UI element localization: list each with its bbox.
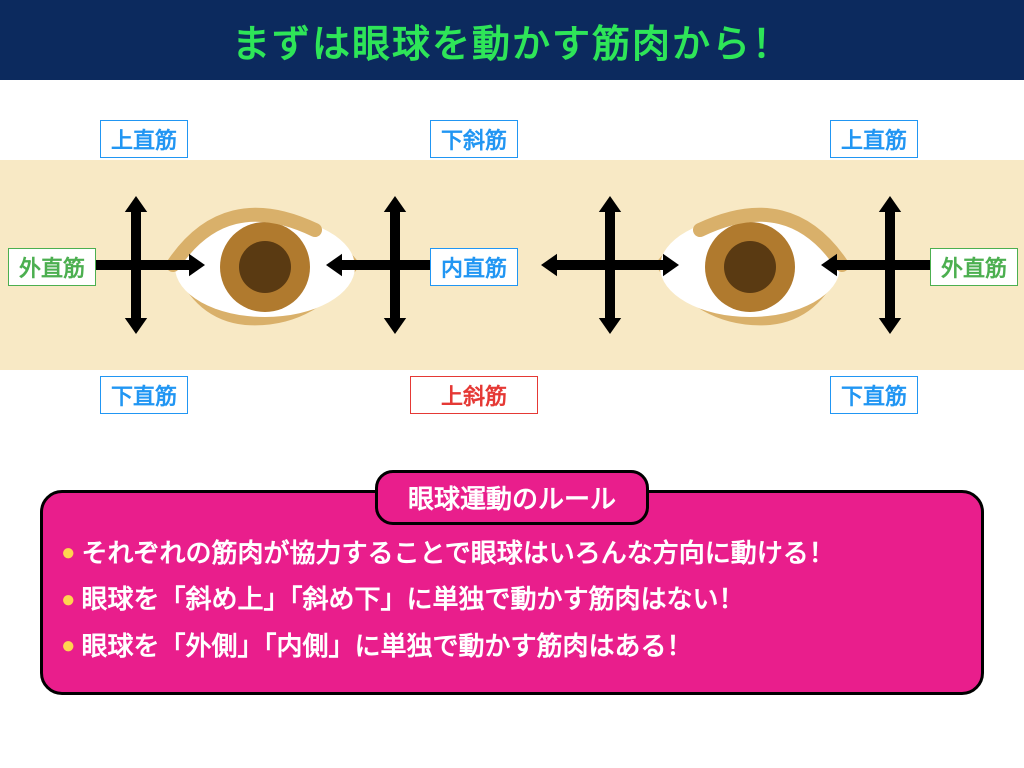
muscle-label: 下斜筋 <box>430 120 518 158</box>
rules-section: 眼球運動のルール ●それぞれの筋肉が協力することで眼球はいろんな方向に動ける！●… <box>40 490 984 695</box>
muscle-label: 内直筋 <box>430 248 518 286</box>
muscle-label: 外直筋 <box>8 248 96 286</box>
bullet-icon: ● <box>61 629 76 663</box>
rules-title: 眼球運動のルール <box>375 470 649 525</box>
rule-text: それぞれの筋肉が協力することで眼球はいろんな方向に動ける！ <box>82 535 835 571</box>
rule-item: ●眼球を「斜め上」「斜め下」に単独で動かす筋肉はない！ <box>61 581 963 617</box>
muscle-label: 上直筋 <box>830 120 918 158</box>
muscle-label: 下直筋 <box>100 376 188 414</box>
eye-muscle-diagram: 上直筋下斜筋上直筋外直筋内直筋外直筋下直筋上斜筋下直筋 <box>0 120 1024 410</box>
eye-icon <box>650 195 850 335</box>
muscle-label: 下直筋 <box>830 376 918 414</box>
muscle-label: 上斜筋 <box>410 376 538 414</box>
bullet-icon: ● <box>61 536 76 570</box>
page-title: まずは眼球を動かす筋肉から！ <box>232 13 792 68</box>
muscle-label: 外直筋 <box>930 248 1018 286</box>
rule-item: ●眼球を「外側」「内側」に単独で動かす筋肉はある！ <box>61 628 963 664</box>
muscle-label: 上直筋 <box>100 120 188 158</box>
rule-item: ●それぞれの筋肉が協力することで眼球はいろんな方向に動ける！ <box>61 535 963 571</box>
rule-text: 眼球を「斜め上」「斜め下」に単独で動かす筋肉はない！ <box>82 581 745 617</box>
rule-text: 眼球を「外側」「内側」に単独で動かす筋肉はある！ <box>82 628 693 664</box>
bullet-icon: ● <box>61 583 76 617</box>
title-bar: まずは眼球を動かす筋肉から！ <box>0 0 1024 80</box>
direction-cross-icon <box>541 196 679 334</box>
